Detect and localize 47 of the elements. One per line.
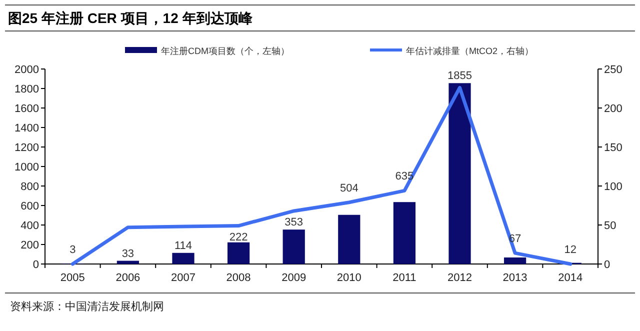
bar: [116, 260, 140, 264]
bar: [282, 230, 305, 264]
y-tick-label: 0: [32, 259, 39, 271]
data-label: 504: [340, 182, 358, 194]
bar: [448, 83, 471, 264]
y-tick-label: 1800: [14, 84, 39, 96]
y2-tick-label: 150: [604, 142, 622, 154]
x-tick-label: 2014: [558, 272, 583, 284]
y-tick-label: 2000: [14, 64, 39, 76]
y2-tick-label: 0: [604, 259, 610, 271]
y2-tick-label: 50: [604, 220, 616, 232]
x-tick-label: 2008: [226, 272, 251, 284]
x-tick-label: 2012: [448, 272, 472, 284]
bar: [504, 257, 526, 264]
data-label: 33: [122, 248, 134, 260]
x-tick-label: 2006: [116, 272, 140, 284]
y-tick-label: 200: [20, 240, 39, 252]
chart-title: 图25 年注册 CER 项目，12 年到达顶峰: [8, 10, 254, 26]
y-tick-label: 1000: [14, 162, 39, 174]
legend-label: 年注册CDM项目数（个，左轴）: [161, 46, 290, 56]
x-tick-label: 2013: [502, 272, 528, 284]
x-tick-label: 2007: [171, 272, 196, 284]
text: 资料来源：中国清洁发展机制网: [10, 300, 164, 313]
bar: [338, 214, 360, 264]
y-tick-label: 1400: [14, 122, 39, 134]
y-tick-label: 800: [20, 181, 39, 193]
data-label: 114: [174, 240, 192, 252]
legend-label: 年估计减排量（MtCO2，右轴）: [406, 46, 534, 56]
y2-tick-label: 200: [604, 103, 622, 115]
y-tick-label: 400: [20, 220, 39, 232]
x-tick-label: 2005: [60, 272, 85, 284]
bar: [393, 202, 416, 264]
bar: [227, 242, 250, 264]
data-label: 3: [70, 244, 76, 256]
x-tick-label: 2009: [282, 272, 306, 284]
y-tick-label: 1600: [14, 103, 39, 115]
x-tick-label: 2011: [392, 272, 416, 284]
y2-tick-label: 100: [604, 181, 622, 193]
data-label: 222: [229, 231, 248, 244]
bar: [172, 252, 194, 264]
data-label: 12: [564, 244, 576, 256]
y-tick-label: 600: [20, 200, 39, 212]
data-label: 1855: [448, 70, 472, 82]
y-tick-label: 1200: [14, 142, 39, 154]
y2-tick-label: 250: [604, 64, 622, 76]
x-tick-label: 2010: [336, 272, 362, 284]
data-label: 353: [284, 216, 304, 229]
